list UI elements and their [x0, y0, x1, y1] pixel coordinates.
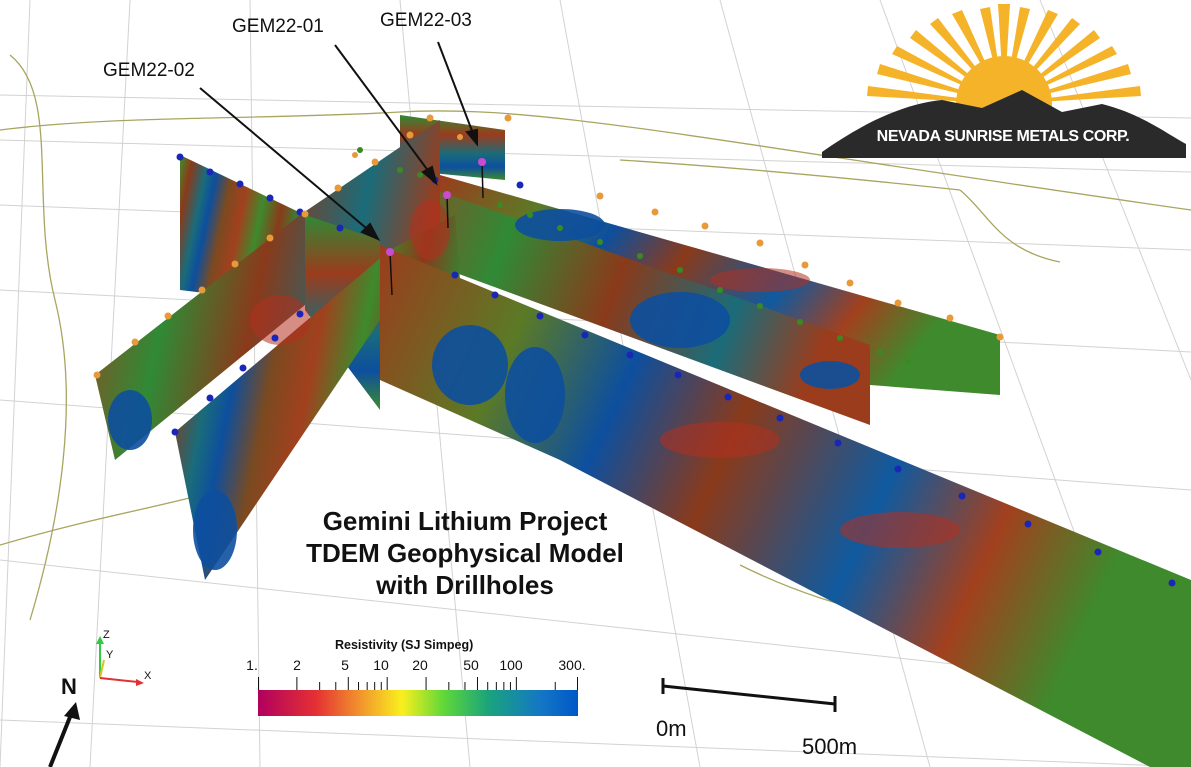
axis-z-label: Z	[103, 629, 110, 641]
drillhole-collars	[386, 158, 486, 256]
drillhole-label-gem22-01: GEM22-01	[232, 16, 324, 37]
north-arrow-icon	[48, 702, 80, 767]
colorbar-tick-label: 5	[341, 657, 349, 673]
road-lines	[0, 54, 1191, 621]
orientation-axes	[96, 636, 144, 686]
colorbar-tick-label: 100	[499, 657, 523, 673]
map-title: Gemini Lithium Project TDEM Geophysical …	[250, 505, 680, 601]
scale-bar	[661, 678, 837, 712]
sun-icon	[867, 4, 1141, 152]
company-logo	[822, 4, 1186, 158]
mountain-icon	[822, 90, 1186, 158]
section-east-upper	[380, 170, 870, 425]
drillhole-callouts	[199, 41, 478, 242]
colorbar-tick-label: 2	[293, 657, 301, 673]
resistive-zones	[250, 200, 960, 548]
title-line-2: TDEM Geophysical Model	[306, 538, 624, 568]
drillhole-label-gem22-03: GEM22-03	[380, 10, 472, 31]
title-line-1: Gemini Lithium Project	[322, 506, 608, 536]
station-markers-blue	[171, 153, 1176, 587]
section-northwest-diagonal	[95, 120, 440, 460]
colorbar-tick-label: 300.	[558, 657, 586, 673]
axis-y-label: Y	[106, 649, 114, 661]
scale-start-label: 0m	[656, 716, 687, 741]
colorbar-tick-label: 1.	[246, 657, 258, 673]
north-label: N	[61, 674, 77, 699]
colorbar-tick-label: 50	[463, 657, 479, 673]
drillhole-traces	[389, 161, 484, 296]
colorbar-title: Resistivity (SJ Simpeg)	[335, 638, 474, 652]
axis-x-label: X	[144, 670, 152, 682]
resistivity-colorbar	[258, 690, 578, 716]
scale-end-label: 500m	[802, 734, 858, 759]
section-south-long	[380, 245, 1191, 767]
station-markers-orange	[93, 114, 1004, 379]
conductive-zones	[108, 209, 860, 570]
logo-text: NEVADA SUNRISE METALS CORP.	[876, 128, 1130, 145]
station-markers-green	[357, 147, 911, 365]
colorbar-tick-label: 10	[373, 657, 389, 673]
drillhole-label-gem22-02: GEM22-02	[103, 60, 195, 81]
title-line-3: with Drillholes	[376, 570, 554, 600]
colorbar-ticks	[258, 677, 578, 690]
colorbar-tick-label: 20	[412, 657, 428, 673]
